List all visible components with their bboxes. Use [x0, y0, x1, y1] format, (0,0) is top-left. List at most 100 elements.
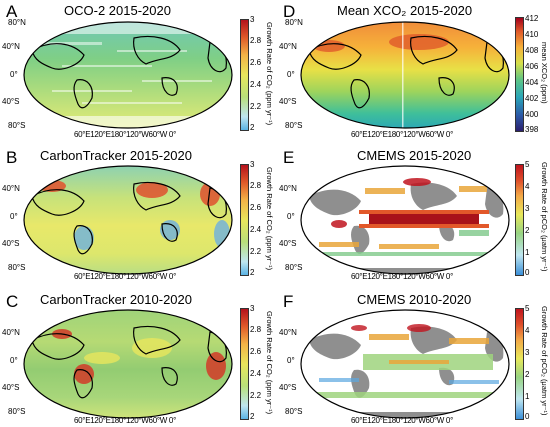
colorbar-tick: 412: [525, 14, 539, 23]
colorbar-tick: 2.8: [250, 325, 262, 334]
map-carbontracker-2015-growth: [23, 165, 233, 275]
colorbar-tick: 2.2: [250, 247, 262, 256]
colorbar-tick: 2: [250, 268, 255, 277]
panel-label: B: [6, 148, 18, 167]
lon-labels: 60°E120°E180°120°W60°W 0°: [351, 416, 453, 425]
map-mean-xco2: [300, 21, 510, 129]
lat-label: 0°: [287, 70, 295, 79]
colorbar: [515, 17, 524, 132]
panel-label: C: [6, 292, 19, 311]
lat-label: 40°N: [279, 42, 297, 51]
colorbar-tick: 2.4: [250, 369, 262, 378]
lon-labels: 60°E120°E180°120°W60°W 0°: [74, 272, 176, 281]
lat-label: 80°S: [285, 121, 303, 130]
panel-f: F CMEMS 2010-2020: [275, 284, 550, 427]
colorbar-tick: 398: [525, 125, 539, 134]
panel-title: Mean XCO₂ 2015-2020: [337, 3, 473, 18]
lat-label: 0°: [287, 356, 295, 365]
lon-labels: 60°E120°E180°120°W60°W 0°: [351, 130, 453, 139]
colorbar: [240, 164, 249, 276]
map-carbontracker-2010-growth: [23, 309, 233, 419]
colorbar-tick: 2: [250, 412, 255, 421]
colorbar-tick: 2.6: [250, 203, 262, 212]
colorbar-tick: 5: [525, 160, 530, 169]
colorbar-tick: 3: [250, 160, 255, 169]
colorbar-tick: 404: [525, 78, 539, 87]
colorbar-label: mean XCO₂ (ppm): [540, 42, 549, 104]
colorbar: [515, 308, 524, 420]
colorbar-tick: 1: [525, 248, 530, 257]
lon-labels: 60°E120°E180°120°W60°W 0°: [74, 130, 176, 139]
lat-label: 40°N: [2, 42, 20, 51]
panel-title: CarbonTracker 2010-2020: [40, 292, 192, 307]
colorbar: [240, 19, 249, 131]
lat-label: 0°: [287, 212, 295, 221]
colorbar-tick: 2: [250, 123, 255, 132]
colorbar-label: Growth Rate of pCO₂ (μatm yr⁻¹): [540, 162, 549, 272]
lat-label: 40°N: [279, 328, 297, 337]
panel-e: E CMEMS 2015-2020: [275, 142, 550, 284]
colorbar-tick: 2.2: [250, 391, 262, 400]
panel-label: F: [283, 292, 294, 311]
lat-label: 40°S: [279, 383, 297, 392]
colorbar-tick: 400: [525, 110, 539, 119]
colorbar-label: Growth Rate of CO₂ (ppm yr⁻¹): [265, 167, 274, 271]
map-cmems-2010-pco2: [300, 309, 510, 419]
panel-title: CarbonTracker 2015-2020: [40, 148, 192, 163]
lat-label: 40°N: [2, 184, 20, 193]
colorbar-tick: 3: [250, 15, 255, 24]
colorbar-tick: 3: [525, 204, 530, 213]
colorbar-tick: 0: [525, 268, 530, 277]
panel-a: A OCO-2 2015-2020: [0, 0, 275, 142]
colorbar-tick: 2.6: [250, 347, 262, 356]
panel-title: CMEMS 2010-2020: [357, 292, 472, 307]
lat-label: 80°S: [8, 263, 26, 272]
lat-label: 80°S: [285, 263, 303, 272]
colorbar-tick: 408: [525, 46, 539, 55]
colorbar-tick: 4: [525, 326, 530, 335]
colorbar: [240, 308, 249, 420]
colorbar-label: Growth Rate of CO₂ (ppm yr⁻¹): [265, 22, 274, 126]
lat-label: 40°S: [279, 239, 297, 248]
panel-d: D Mean XCO₂ 2015-2020: [275, 0, 550, 142]
colorbar-tick: 3: [250, 304, 255, 313]
colorbar-label: Growth Rate of pCO₂ (μatm yr⁻¹): [540, 306, 549, 416]
colorbar-tick: 3: [525, 348, 530, 357]
colorbar-tick: 2.8: [250, 36, 262, 45]
lat-label: 40°S: [2, 383, 20, 392]
panel-label: D: [283, 2, 296, 21]
colorbar-tick: 2.2: [250, 102, 262, 111]
colorbar-tick: 2.4: [250, 80, 262, 89]
lat-label: 80°S: [8, 121, 26, 130]
lat-label: 80°N: [8, 18, 26, 27]
lon-labels: 60°E120°E180°120°W60°W 0°: [351, 272, 453, 281]
lat-label: 40°S: [2, 239, 20, 248]
lat-label: 80°N: [285, 18, 303, 27]
map-cmems-2015-pco2: [300, 165, 510, 275]
colorbar-tick: 0: [525, 412, 530, 421]
colorbar-tick: 402: [525, 94, 539, 103]
panel-label: E: [283, 148, 295, 167]
colorbar: [515, 164, 524, 276]
lat-label: 40°N: [2, 328, 20, 337]
colorbar-tick: 1: [525, 392, 530, 401]
lat-label: 80°S: [285, 407, 303, 416]
colorbar-tick: 5: [525, 304, 530, 313]
colorbar-tick: 2.8: [250, 181, 262, 190]
lat-label: 80°S: [8, 407, 26, 416]
panel-title: CMEMS 2015-2020: [357, 148, 472, 163]
lon-labels: 60°E120°E180°120°W60°W 0°: [74, 416, 176, 425]
colorbar-tick: 2.4: [250, 225, 262, 234]
panel-b: B CarbonTracker 2015-2020: [0, 142, 275, 284]
colorbar-tick: 406: [525, 62, 539, 71]
panel-title: OCO-2 2015-2020: [64, 3, 171, 18]
map-oco2-growth: [23, 21, 233, 129]
colorbar-label: Growth Rate of CO₂ (ppm yr⁻¹): [265, 311, 274, 415]
colorbar-tick: 2: [525, 370, 530, 379]
colorbar-tick: 2.6: [250, 58, 262, 67]
lat-label: 40°S: [279, 97, 297, 106]
panel-c: C CarbonTracker 2010-2020: [0, 284, 275, 427]
panel-label: A: [6, 2, 18, 21]
colorbar-tick: 410: [525, 30, 539, 39]
lat-label: 0°: [10, 212, 18, 221]
